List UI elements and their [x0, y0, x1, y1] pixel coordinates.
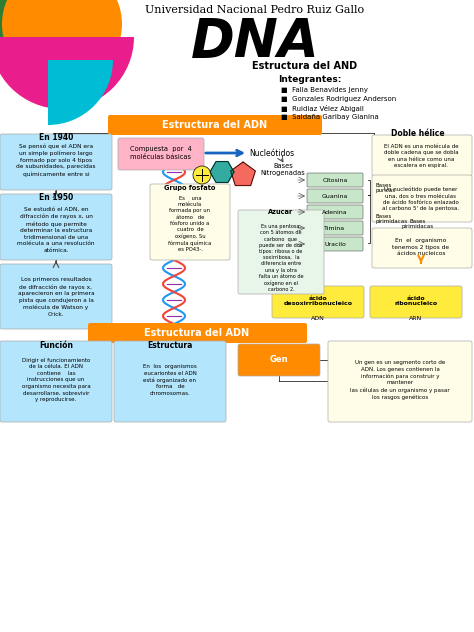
Polygon shape [231, 162, 255, 186]
FancyBboxPatch shape [307, 237, 363, 251]
Text: Bases
puricas: Bases puricas [376, 183, 396, 193]
Text: Compuesta  por  4
moléculas básicas: Compuesta por 4 moléculas básicas [130, 146, 192, 160]
Text: Bases
Nitrogenadas: Bases Nitrogenadas [261, 162, 305, 176]
Circle shape [193, 166, 211, 184]
FancyBboxPatch shape [0, 194, 112, 260]
Text: Dirigir el funcionamiento
de la célula. El ADN
contiene    las
instrucciones que: Dirigir el funcionamiento de la célula. … [22, 358, 91, 403]
FancyBboxPatch shape [108, 115, 322, 135]
Polygon shape [210, 162, 234, 183]
Text: ■  Ruidiaz Vélez Abigail: ■ Ruidiaz Vélez Abigail [281, 104, 364, 111]
Text: Integrantes:: Integrantes: [278, 75, 341, 85]
Text: Bases
pirimidacas: Bases pirimidacas [402, 219, 434, 229]
Text: Es una pentosa,
con 5 átomos de
carbono  que
puede ser de dos
tipos: ribosa o de: Es una pentosa, con 5 átomos de carbono … [259, 224, 303, 292]
Text: Estructura del ADN: Estructura del ADN [163, 120, 267, 130]
FancyBboxPatch shape [238, 344, 320, 376]
FancyBboxPatch shape [0, 264, 112, 329]
FancyBboxPatch shape [307, 205, 363, 219]
FancyBboxPatch shape [370, 286, 462, 318]
Text: ARN: ARN [410, 317, 423, 322]
Text: Un gen es un segmento corto de
ADN. Los genes contienen la
información para cons: Un gen es un segmento corto de ADN. Los … [350, 360, 450, 400]
Text: El ADN es una molécula de
doble cadena que se dobla
en una hélice como una
escal: El ADN es una molécula de doble cadena q… [383, 144, 458, 168]
Text: Estructura: Estructura [147, 341, 193, 349]
Text: Estructura del ADN: Estructura del ADN [145, 328, 250, 338]
Text: Función: Función [39, 341, 73, 349]
Wedge shape [0, 37, 134, 109]
FancyBboxPatch shape [307, 173, 363, 187]
FancyBboxPatch shape [307, 189, 363, 203]
Text: Bases
pirimidacas: Bases pirimidacas [376, 214, 408, 224]
Wedge shape [48, 60, 113, 125]
FancyBboxPatch shape [114, 341, 226, 422]
FancyBboxPatch shape [307, 221, 363, 235]
FancyBboxPatch shape [0, 104, 474, 632]
Text: Se pensó que el ADN era
un simple polímero largo
formado por solo 4 tipos
de sub: Se pensó que el ADN era un simple políme… [16, 143, 96, 177]
Text: Nucleótidos: Nucleótidos [249, 149, 294, 157]
FancyBboxPatch shape [118, 138, 204, 170]
FancyBboxPatch shape [0, 0, 58, 60]
Text: Gen: Gen [270, 355, 288, 365]
Text: Citosina: Citosina [322, 178, 348, 183]
Text: ADN: ADN [311, 317, 325, 322]
FancyBboxPatch shape [372, 175, 472, 222]
Text: ■  Saldaña Garibay Gianina: ■ Saldaña Garibay Gianina [281, 114, 379, 120]
Text: Uracilo: Uracilo [324, 241, 346, 246]
Text: Azucar: Azucar [268, 209, 293, 215]
Text: Estructura del AND: Estructura del AND [253, 61, 357, 71]
Text: En 1940: En 1940 [39, 133, 73, 142]
Text: En  los  organismos
eucariontes el ADN
está organizado en
forma   de
chromosomas: En los organismos eucariontes el ADN est… [143, 364, 197, 396]
Text: ■  Falla Benavides Jenny: ■ Falla Benavides Jenny [281, 87, 368, 93]
Text: Universidad Nacional Pedro Ruiz Gallo: Universidad Nacional Pedro Ruiz Gallo [146, 5, 365, 15]
Text: En 1950: En 1950 [39, 193, 73, 202]
FancyBboxPatch shape [328, 341, 472, 422]
FancyBboxPatch shape [372, 135, 472, 176]
FancyBboxPatch shape [238, 210, 324, 294]
Text: Doble hélice: Doble hélice [391, 130, 445, 138]
Text: Es    una
molécula
formada por un
átomo   de
fósforo unido a
cuatro  de
oxígeno.: Es una molécula formada por un átomo de … [168, 196, 211, 252]
Text: ■  Gonzales Rodriguez Anderson: ■ Gonzales Rodriguez Anderson [281, 96, 396, 102]
Text: Se estudió el ADN, en
difracción de rayos x, un
método que permite
determinar la: Se estudió el ADN, en difracción de rayo… [17, 207, 95, 253]
FancyBboxPatch shape [150, 184, 230, 260]
Text: DNA: DNA [191, 16, 319, 68]
Text: ácido
ribonucleico: ácido ribonucleico [394, 296, 438, 307]
Text: Grupo fosfato: Grupo fosfato [164, 185, 216, 191]
FancyBboxPatch shape [88, 323, 307, 343]
Text: Guanina: Guanina [322, 193, 348, 198]
Text: Un nucleótido puede tener
una, dos o tres moléculas
de ácido fosfórico enlazado
: Un nucleótido puede tener una, dos o tre… [383, 187, 460, 211]
FancyBboxPatch shape [0, 134, 112, 190]
Text: Los primeros resultados
de difracción de rayos x,
aparecieron en la primera
pist: Los primeros resultados de difracción de… [18, 277, 94, 317]
Text: Adenina: Adenina [322, 209, 348, 214]
Text: En  el  organismo
tenemos 2 tipos de
ácidos nucleicos: En el organismo tenemos 2 tipos de ácido… [392, 238, 449, 256]
Text: ácido
desoxirribonucleico: ácido desoxirribonucleico [283, 296, 353, 307]
Text: Timina: Timina [324, 226, 346, 231]
Circle shape [2, 0, 122, 84]
FancyBboxPatch shape [372, 228, 472, 268]
FancyBboxPatch shape [0, 341, 112, 422]
FancyBboxPatch shape [272, 286, 364, 318]
